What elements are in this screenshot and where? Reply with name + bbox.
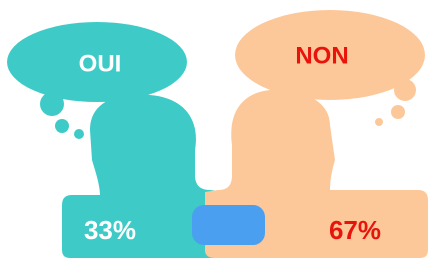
percentage: 67% bbox=[329, 215, 381, 245]
label: NON bbox=[295, 42, 348, 69]
thought-dot bbox=[394, 79, 416, 101]
thought-dot bbox=[391, 105, 405, 119]
page: OUI NON 33% 67% (() => { const data = JS… bbox=[0, 0, 428, 265]
label: OUI bbox=[79, 50, 122, 77]
thought-dot bbox=[40, 92, 64, 116]
infographic: OUI NON 33% 67% bbox=[0, 0, 428, 265]
percentage: 33% bbox=[84, 215, 136, 245]
thought-dot bbox=[375, 118, 383, 126]
overlap bbox=[192, 205, 265, 245]
thought-dot bbox=[74, 129, 84, 139]
thought-dot bbox=[55, 119, 69, 133]
